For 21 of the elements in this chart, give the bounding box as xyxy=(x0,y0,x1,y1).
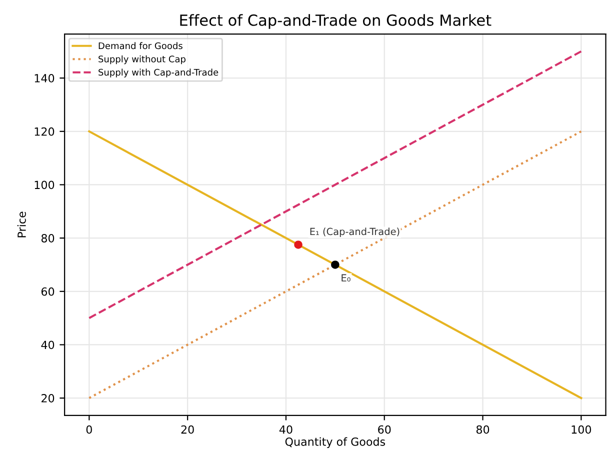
x-axis-title: Quantity of Goods xyxy=(285,437,386,448)
annotation: E₁ (Cap-and-Trade) xyxy=(310,228,400,238)
x-tick-label: 80 xyxy=(476,425,490,434)
x-tick-label: 40 xyxy=(279,425,292,434)
chart-title: Effect of Cap-and-Trade on Goods Market xyxy=(180,14,492,29)
y-axis-title: Price xyxy=(17,212,26,238)
legend-label: Supply with Cap-and-Trade xyxy=(98,68,218,78)
y-tick-label: 120 xyxy=(34,127,54,136)
annotation: E₀ xyxy=(342,274,350,282)
y-tick-label: 100 xyxy=(34,180,54,190)
x-tick-label: 20 xyxy=(181,425,194,434)
y-tick-label: 80 xyxy=(41,234,54,242)
y-tick-label: 40 xyxy=(41,340,54,350)
x-tick-label: 60 xyxy=(378,425,391,434)
y-tick-label: 140 xyxy=(34,74,54,82)
legend-label: Supply without Cap xyxy=(98,55,186,64)
x-tick-label: 100 xyxy=(572,425,592,434)
y-tick-label: 60 xyxy=(41,287,54,296)
x-tick-label: 0 xyxy=(86,425,92,434)
legend-label: Demand for Goods xyxy=(98,42,182,50)
y-tick-label: 20 xyxy=(42,394,54,402)
